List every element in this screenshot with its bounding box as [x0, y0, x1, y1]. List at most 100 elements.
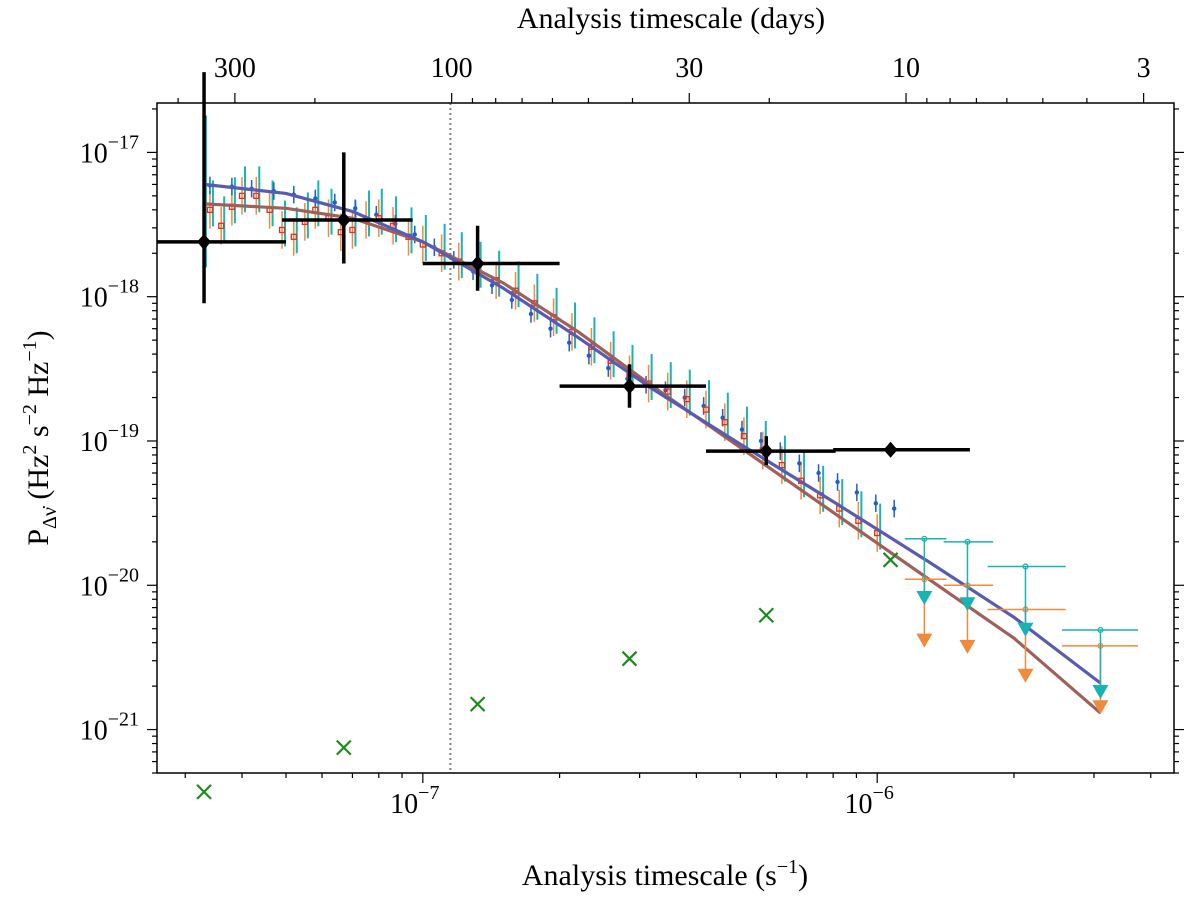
blue-point-26 [720, 415, 725, 420]
black-diamond-2 [470, 255, 485, 272]
y-axis-title-r5: −1 [19, 340, 41, 361]
y-tick-label-0: 10−21 [80, 709, 139, 747]
red-point-31 [683, 395, 690, 403]
y-tick-label-4-base: 10 [80, 138, 108, 169]
x-tick-label-0: 10−7 [390, 782, 439, 820]
red-point-12 [349, 226, 356, 234]
y-tick-label-3-exp: −18 [108, 276, 139, 298]
blue-point-10 [412, 232, 417, 237]
y-axis-title-sub: Δν̇ [39, 505, 61, 529]
blue-point-7 [353, 206, 358, 211]
blue-point-34 [873, 501, 879, 506]
red-point-6 [278, 226, 286, 234]
model-curve-brown [203, 202, 1102, 715]
black-diamond-1 [336, 212, 351, 229]
black-diamond-3 [622, 378, 637, 395]
y-tick-label-2-exp: −19 [108, 420, 139, 442]
black-diamond-0 [197, 233, 212, 250]
y-tick-label-3-base: 10 [80, 283, 108, 314]
plot-frame [156, 102, 1175, 774]
y-axis-title-r4: Hz [22, 362, 55, 404]
x-axis-title: Analysis timescale (s−1) [522, 856, 808, 892]
blue-point-16 [528, 311, 534, 317]
red-point-30 [664, 388, 671, 395]
x-tick-label-1: 10−6 [845, 782, 894, 820]
y-tick-label-4-exp: −17 [108, 131, 139, 153]
green-cross-b-3 [621, 650, 638, 667]
orange-limit-arrow-3 [1092, 700, 1109, 715]
red-point-3 [238, 192, 246, 199]
cyan-limit-point-2 [1022, 563, 1029, 570]
x-tick-label-0-base: 10 [390, 789, 418, 820]
blue-point-19 [586, 353, 592, 358]
blue-point-35 [892, 506, 897, 511]
cyan-limit-point-0 [921, 535, 928, 542]
blue-point-18 [567, 340, 572, 345]
red-point-34 [740, 433, 748, 440]
red-point-36 [778, 462, 786, 469]
green-cross-b-4 [758, 607, 775, 624]
green-cross-b-0 [196, 784, 212, 800]
y-axis-title: PΔν̇ (Hz2 s−2 Hz−1) [19, 330, 61, 545]
y-axis-title-r3: −2 [19, 404, 41, 425]
top-tick-label-3: 10 [892, 53, 920, 84]
y-tick-label-1: 10−20 [80, 564, 139, 602]
blue-point-20 [606, 365, 611, 371]
model-curve-blue [203, 182, 1102, 685]
x-axis-title-sup: −1 [777, 856, 798, 878]
green-cross-b-5 [882, 552, 899, 568]
blue-point-28 [758, 438, 764, 444]
y-tick-label-0-base: 10 [80, 716, 108, 747]
top-tick-label-4: 3 [1137, 53, 1151, 84]
top-tick-label-0: 300 [214, 53, 256, 84]
x-axis-title-tail: ) [798, 859, 808, 892]
cyan-limit-arrow-3 [1092, 685, 1109, 700]
black-diamond-4 [759, 443, 774, 460]
blue-point-17 [548, 326, 553, 331]
blue-point-6 [332, 200, 337, 205]
y-tick-label-2-base: 10 [80, 427, 108, 458]
orange-limit-arrow-0 [916, 633, 933, 648]
blue-point-30 [797, 461, 802, 466]
blue-point-14 [489, 283, 495, 288]
y-tick-label-1-base: 10 [80, 571, 108, 602]
x-axis-title-main: Analysis timescale (s [522, 859, 777, 892]
y-axis-title-r1: 2 [19, 445, 41, 455]
green-cross-b-1 [336, 739, 352, 756]
blue-point-31 [816, 470, 821, 476]
cyan-limit-arrow-2 [1017, 622, 1034, 637]
top-tick-label-2: 30 [675, 53, 703, 84]
y-axis-title-main: P [22, 529, 55, 546]
cyan-limit-arrow-0 [916, 590, 933, 605]
top-tick-label-1: 100 [431, 53, 473, 84]
red-point-32 [702, 406, 710, 413]
y-tick-label-1-exp: −20 [108, 564, 139, 586]
x-tick-label-0-exp: −7 [418, 782, 439, 804]
data-layer [157, 72, 1139, 800]
x-tick-label-1-base: 10 [845, 789, 873, 820]
red-point-0 [206, 206, 214, 213]
black-diamond-5 [883, 441, 898, 458]
y-axis-title-r2: s [22, 425, 55, 444]
red-point-7 [290, 233, 297, 240]
x-tick-label-1-exp: −6 [873, 782, 894, 804]
y-tick-label-4: 10−17 [80, 131, 139, 169]
green-cross-b-2 [469, 696, 486, 712]
y-axis-title-r6: ) [22, 330, 55, 340]
blue-point-32 [835, 479, 840, 485]
cyan-limit-point-1 [964, 538, 971, 545]
red-point-4 [253, 192, 260, 199]
blue-point-27 [739, 427, 745, 432]
y-tick-label-2: 10−19 [80, 420, 139, 458]
red-point-33 [721, 419, 728, 426]
blue-point-33 [854, 490, 860, 495]
y-axis-title-r0: (Hz [22, 455, 55, 507]
y-tick-label-0-exp: −21 [108, 709, 139, 731]
orange-limit-arrow-2 [1017, 668, 1034, 683]
orange-limit-arrow-1 [959, 639, 976, 654]
cyan-limit-arrow-1 [959, 597, 976, 612]
y-tick-label-3: 10−18 [80, 276, 139, 314]
top-axis-title: Analysis timescale (days) [517, 2, 825, 35]
